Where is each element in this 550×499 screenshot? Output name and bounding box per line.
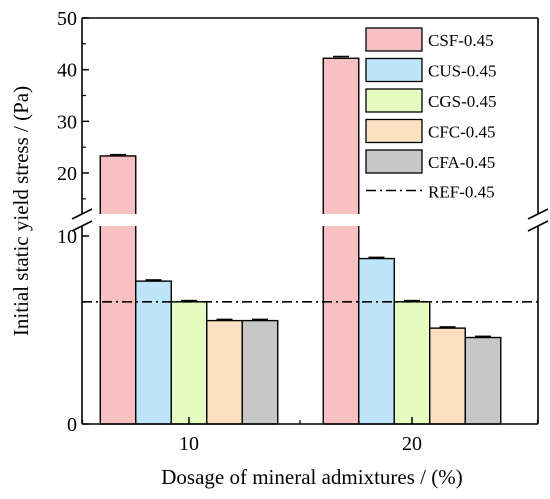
y-tick-label-30: 30 — [57, 111, 77, 133]
x-axis-title: Dosage of mineral admixtures / (%) — [161, 465, 463, 489]
y-tick-label-20: 20 — [57, 163, 77, 185]
legend: CSF-0.45 CUS-0.45 CGS-0.45 CFC-0.45 CFA-0.45… — [365, 27, 496, 202]
bar-CSF-0.45-20 — [322, 57, 360, 425]
break-slash-3 — [527, 220, 549, 232]
bar-CFA-0.45-20 — [464, 336, 502, 425]
y-tick-label-0: 0 — [67, 414, 77, 436]
ticks: 0 10 20 30 40 50 10 20 — [57, 8, 539, 455]
break-slash-0 — [71, 208, 93, 220]
legend-label-CUS-0.45: CUS-0.45 — [428, 62, 496, 81]
legend-label-CFA-0.45: CFA-0.45 — [428, 153, 495, 172]
y-tick-label-10: 10 — [57, 226, 77, 248]
y-tick-label-40: 40 — [57, 60, 77, 82]
bar-CGS-0.45-10 — [170, 301, 208, 425]
x-tick-label-10: 10 — [179, 433, 199, 455]
bar-CFC-0.45-20 — [429, 327, 466, 425]
legend-swatch-CFC-0.45 — [365, 118, 423, 144]
legend-swatch-CGS-0.45 — [365, 88, 423, 113]
break-slash-1 — [71, 220, 93, 232]
bar-CFA-0.45-10 — [241, 319, 279, 425]
break-gap-CSF-0.45-10 — [98, 214, 138, 226]
x-tick-label-20: 20 — [402, 433, 422, 455]
bar-CGS-0.45-20 — [393, 301, 431, 425]
axes — [71, 17, 549, 425]
legend-label-CSF-0.45: CSF-0.45 — [428, 31, 494, 50]
legend-label-reference: REF-0.45 — [428, 183, 495, 202]
legend-swatch-CSF-0.45 — [365, 27, 423, 52]
legend-swatch-CUS-0.45 — [365, 57, 423, 83]
break-gap-CSF-0.45-20 — [321, 214, 361, 226]
legend-label-CFC-0.45: CFC-0.45 — [428, 123, 496, 142]
axis-break — [98, 214, 361, 226]
y-axis-title: Initial static yield stress / (Pa) — [9, 86, 33, 336]
legend-label-CGS-0.45: CGS-0.45 — [428, 92, 496, 111]
bar-CUS-0.45-20 — [358, 257, 395, 425]
legend-swatch-CFA-0.45 — [365, 149, 423, 174]
bars — [99, 55, 502, 425]
bar-CSF-0.45-10 — [99, 155, 137, 425]
break-slash-2 — [527, 208, 549, 220]
y-tick-label-50: 50 — [57, 8, 77, 30]
bar-CUS-0.45-10 — [135, 280, 172, 425]
bar-CFC-0.45-10 — [206, 319, 243, 425]
